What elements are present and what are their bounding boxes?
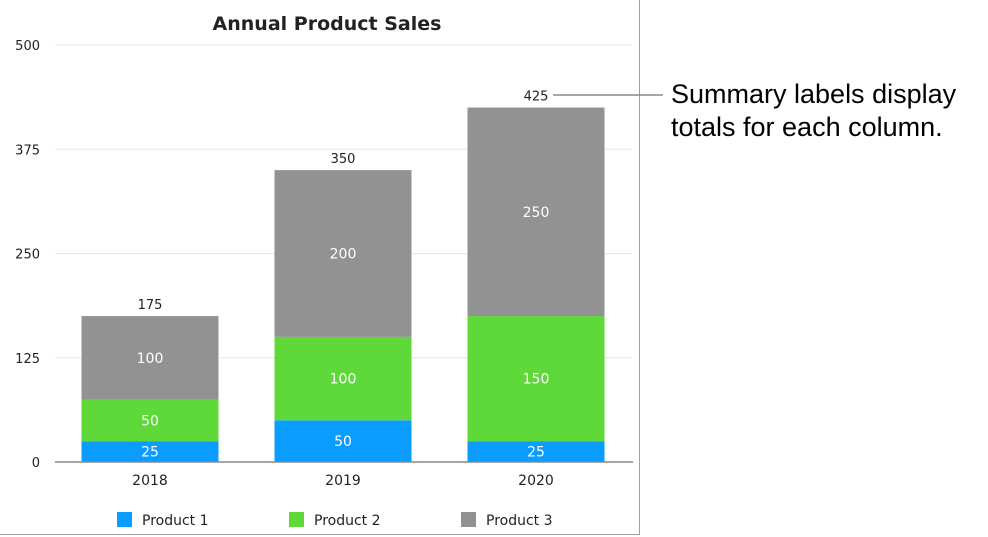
chart-title: Annual Product Sales — [213, 13, 442, 35]
y-tick-label: 0 — [32, 456, 40, 471]
data-label: 50 — [141, 413, 159, 429]
bar-segment — [274, 170, 412, 337]
data-label: 25 — [141, 445, 159, 461]
data-label: 100 — [330, 372, 357, 388]
bar-segment — [81, 316, 219, 400]
callout-line-2: totals for each column. — [671, 112, 943, 142]
x-tick-label: 2020 — [518, 473, 554, 489]
data-label: 200 — [330, 247, 357, 263]
total-label: 175 — [138, 298, 163, 313]
callout-text: Summary labels display totals for each c… — [671, 78, 956, 144]
legend-label: Product 3 — [486, 513, 553, 529]
bar-segment — [467, 107, 605, 317]
data-label: 50 — [334, 434, 352, 450]
callout-line-1: Summary labels display — [671, 79, 957, 109]
legend-label: Product 2 — [314, 513, 381, 529]
data-label: 25 — [527, 445, 545, 461]
bar-segment — [274, 336, 412, 421]
y-tick-label: 250 — [15, 248, 40, 263]
data-label: 100 — [137, 351, 164, 367]
data-label: 150 — [523, 372, 550, 388]
bar-segment — [274, 420, 412, 462]
bar-segment — [467, 441, 605, 462]
y-tick-label: 125 — [15, 352, 40, 367]
legend-swatch — [461, 512, 476, 527]
y-tick-label: 500 — [15, 39, 40, 54]
chart-frame — [0, 0, 640, 535]
data-label: 250 — [523, 205, 550, 221]
x-tick-label: 2019 — [325, 473, 361, 489]
total-label: 350 — [331, 152, 356, 167]
bar-segment — [81, 399, 219, 442]
legend-label: Product 1 — [142, 513, 209, 529]
bar-segment — [467, 316, 605, 442]
total-label: 425 — [524, 90, 549, 105]
x-tick-label: 2018 — [132, 473, 168, 489]
legend-swatch — [117, 512, 132, 527]
legend-swatch — [289, 512, 304, 527]
bar-segment — [81, 441, 219, 462]
y-tick-label: 375 — [15, 143, 40, 158]
